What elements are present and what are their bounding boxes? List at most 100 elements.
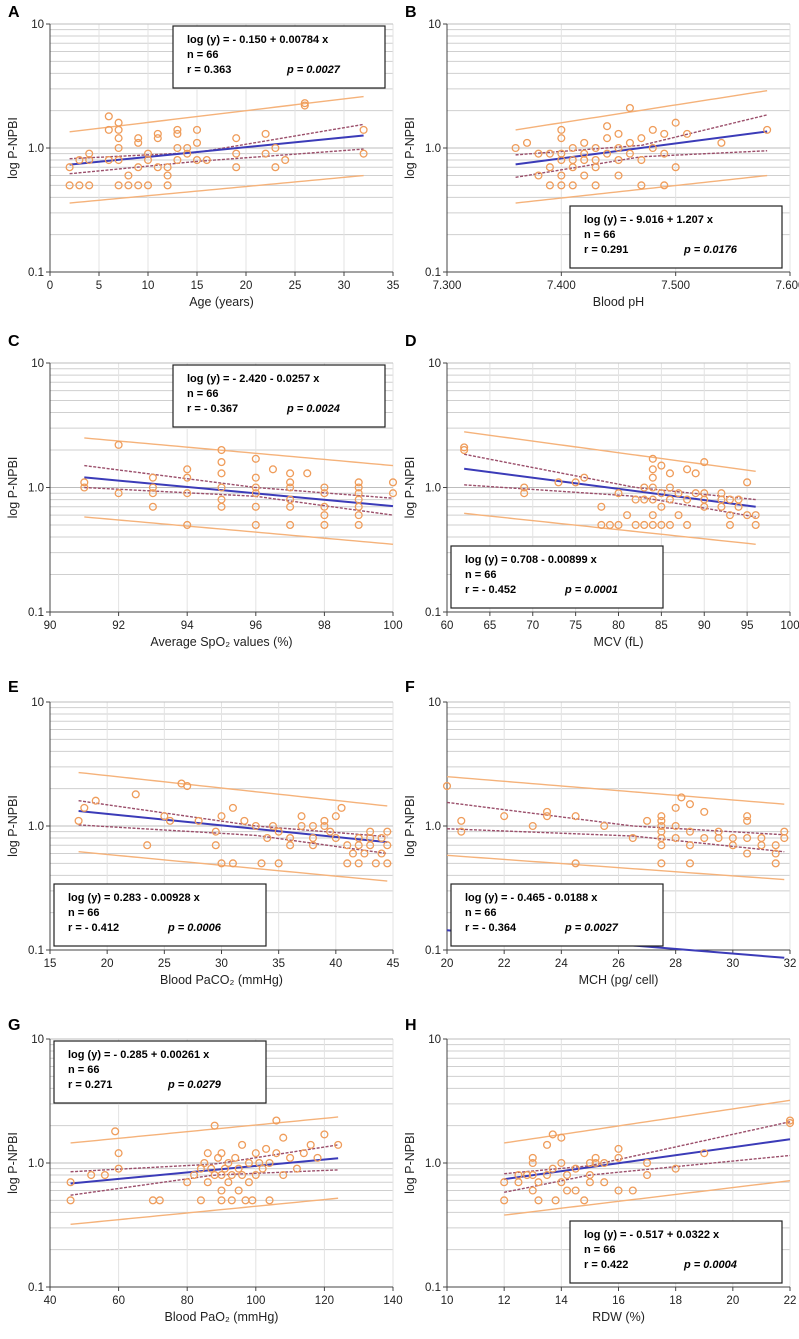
data-point bbox=[571, 1186, 580, 1195]
stats-box-frame bbox=[53, 883, 267, 947]
data-point bbox=[383, 859, 392, 868]
x-tick-label: 30 bbox=[338, 280, 351, 292]
data-point bbox=[568, 181, 577, 190]
stats-box: log (y) = - 0.517 + 0.0322 x n = 66 r = 0.… bbox=[569, 1220, 783, 1284]
prediction-band-upper bbox=[78, 771, 388, 807]
x-tick-label: 90 bbox=[44, 620, 57, 632]
data-point bbox=[320, 816, 329, 825]
x-tick-label: 100 bbox=[383, 620, 402, 632]
data-point bbox=[160, 812, 169, 821]
stats-box: log (y) = - 9.016 + 1.207 x n = 66 r = 0.2… bbox=[569, 205, 783, 269]
data-point bbox=[265, 1196, 274, 1205]
x-tick-label: 60 bbox=[441, 620, 454, 632]
data-point bbox=[657, 821, 666, 831]
data-point bbox=[580, 1196, 589, 1205]
stats-box-frame bbox=[569, 205, 783, 269]
data-point bbox=[780, 827, 789, 836]
panel-letter: B bbox=[405, 4, 417, 21]
x-tick-label: 20 bbox=[240, 280, 253, 292]
data-point bbox=[771, 841, 780, 850]
data-point bbox=[334, 1140, 343, 1149]
correlation-coefficient: r = 0.291 bbox=[584, 244, 628, 256]
correlation-coefficient: r = 0.271 bbox=[68, 1079, 112, 1091]
data-point bbox=[771, 859, 780, 868]
data-point bbox=[228, 859, 237, 868]
data-point bbox=[457, 816, 466, 825]
chart-panel-d: D 60 65 70 75 80 85 90 95 100 0.1 1.0 10 MCV (fL) log … bbox=[403, 333, 799, 649]
regression-line bbox=[84, 476, 394, 508]
data-point bbox=[600, 1178, 609, 1187]
data-point bbox=[785, 1118, 795, 1128]
data-point bbox=[111, 1127, 120, 1136]
data-point bbox=[643, 816, 652, 825]
data-point bbox=[671, 1164, 680, 1173]
data-point bbox=[251, 483, 260, 492]
data-point bbox=[743, 849, 752, 858]
data-point bbox=[286, 478, 295, 487]
data-point bbox=[671, 163, 680, 172]
x-axis-title: Average SpO₂ values (%) bbox=[150, 635, 292, 649]
data-point bbox=[143, 841, 152, 850]
data-point bbox=[614, 489, 623, 498]
x-tick-label: 10 bbox=[441, 1295, 454, 1307]
data-point bbox=[557, 181, 566, 190]
data-point bbox=[628, 1186, 637, 1195]
data-point bbox=[557, 1158, 566, 1168]
data-point bbox=[614, 1186, 623, 1195]
data-point bbox=[725, 520, 735, 530]
data-point bbox=[571, 478, 580, 487]
data-point bbox=[183, 143, 192, 153]
confidence-band-upper bbox=[504, 1121, 791, 1175]
data-point bbox=[614, 520, 623, 530]
data-point bbox=[743, 816, 752, 825]
data-point bbox=[183, 520, 192, 530]
x-tick-label: 25 bbox=[158, 958, 171, 970]
data-point bbox=[457, 827, 466, 836]
data-point bbox=[240, 816, 249, 825]
data-point bbox=[600, 821, 609, 831]
data-point bbox=[677, 793, 686, 802]
data-point bbox=[224, 1158, 233, 1168]
data-point bbox=[628, 833, 637, 843]
data-point bbox=[571, 859, 580, 868]
data-point bbox=[643, 1170, 652, 1180]
data-point bbox=[671, 803, 680, 812]
data-point bbox=[700, 807, 709, 816]
y-tick-label: 0.1 bbox=[28, 267, 44, 279]
data-point bbox=[196, 1164, 205, 1173]
y-axis-title: log P-NPBI bbox=[6, 795, 20, 857]
data-point bbox=[631, 520, 640, 530]
data-point bbox=[671, 821, 680, 831]
y-axis-title: log P-NPBI bbox=[403, 117, 417, 179]
data-point bbox=[625, 138, 634, 147]
data-point bbox=[725, 495, 735, 504]
data-point bbox=[74, 816, 83, 825]
data-point bbox=[173, 125, 182, 134]
data-point bbox=[460, 445, 469, 455]
data-point bbox=[200, 1158, 209, 1168]
data-point bbox=[66, 1196, 75, 1205]
data-point bbox=[597, 502, 606, 511]
stats-box: log (y) = 0.708 - 0.00899 x n = 66 r = - 0… bbox=[450, 545, 664, 609]
regression-line bbox=[69, 134, 364, 166]
x-tick-label: 20 bbox=[726, 1295, 739, 1307]
data-point bbox=[85, 149, 94, 158]
x-axis-title: Blood PaCO₂ (mmHg) bbox=[160, 973, 283, 987]
data-point bbox=[717, 489, 726, 498]
data-point bbox=[657, 812, 666, 821]
sample-size: n = 66 bbox=[68, 1064, 100, 1076]
x-tick-label: 90 bbox=[698, 620, 711, 632]
sample-size: n = 66 bbox=[584, 229, 616, 241]
chart-panel-b: B 7.300 7.400 7.500 7.600 0.1 1.0 10 Blood pH log… bbox=[403, 4, 799, 309]
correlation-coefficient: r = - 0.452 bbox=[465, 584, 516, 596]
data-point bbox=[65, 181, 74, 190]
data-point bbox=[568, 143, 577, 153]
data-point bbox=[232, 134, 241, 143]
y-tick-label: 0.1 bbox=[28, 945, 44, 957]
y-tick-label: 10 bbox=[428, 19, 441, 31]
data-point bbox=[251, 1149, 260, 1158]
confidence-band-upper bbox=[84, 464, 394, 499]
x-tick-label: 70 bbox=[526, 620, 539, 632]
data-point bbox=[603, 134, 612, 143]
data-point bbox=[640, 483, 649, 492]
